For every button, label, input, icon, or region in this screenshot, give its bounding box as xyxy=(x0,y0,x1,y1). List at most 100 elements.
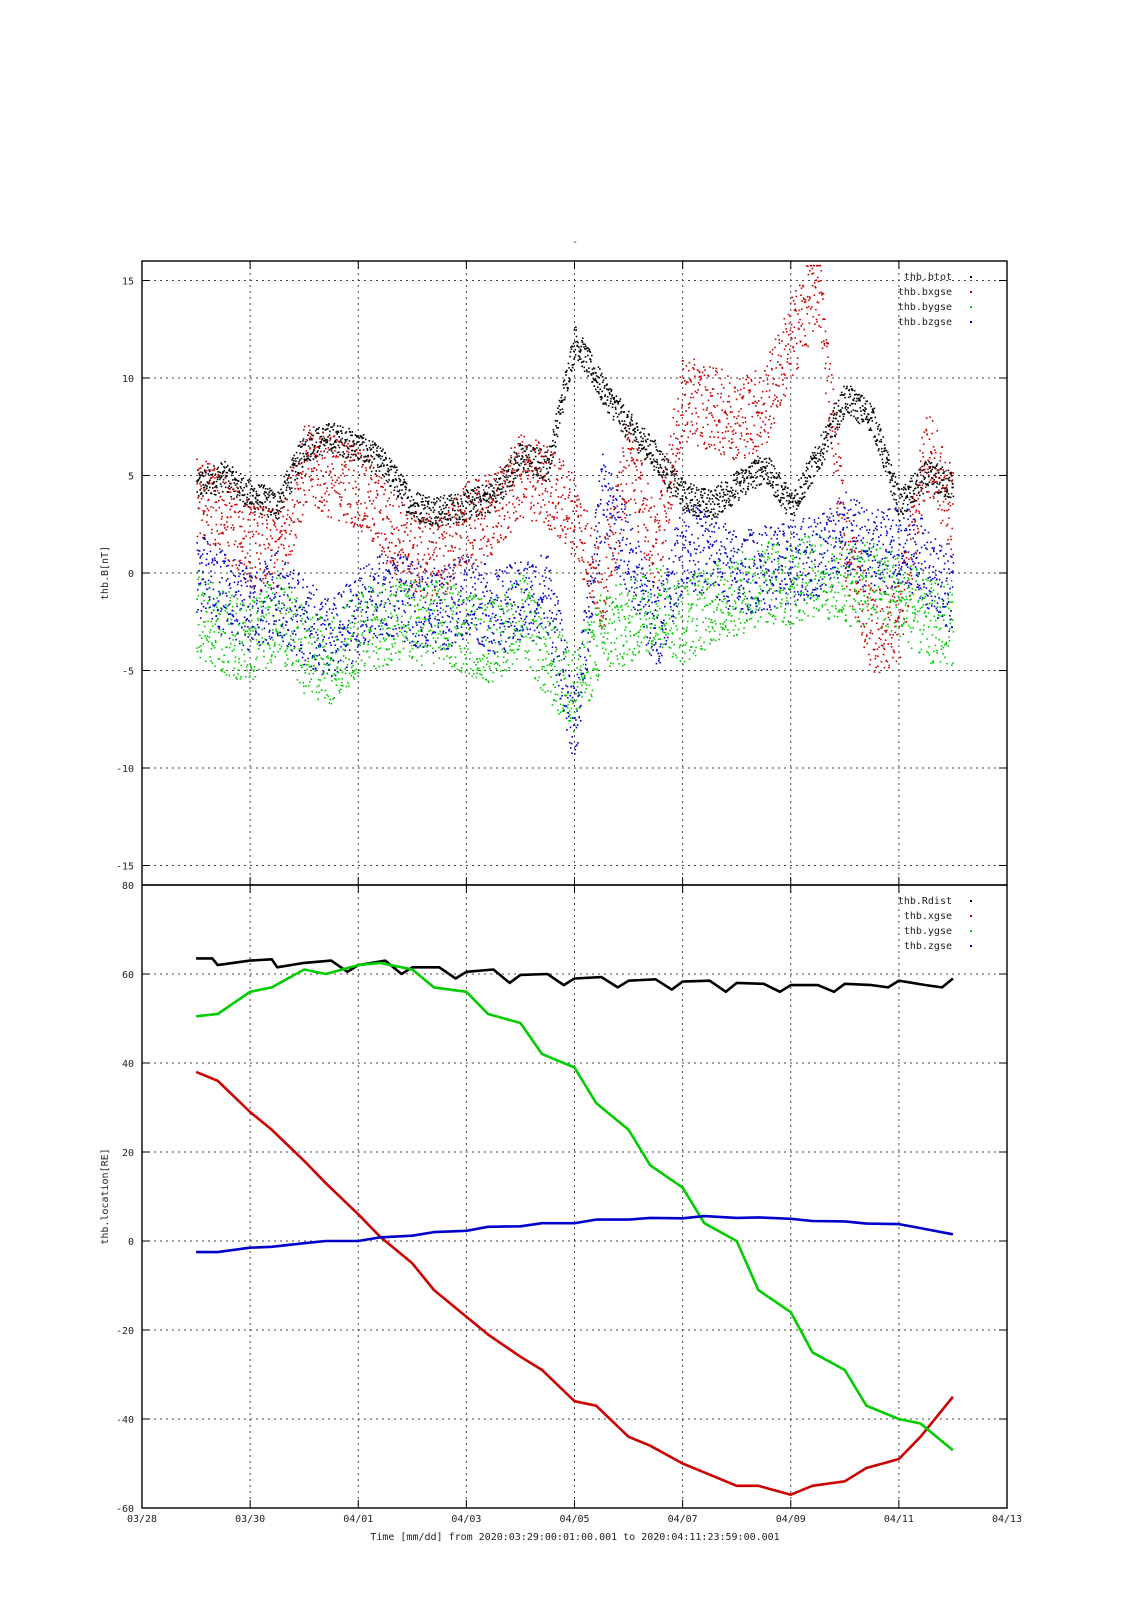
data-point xyxy=(815,447,817,449)
data-point xyxy=(899,489,901,491)
data-point xyxy=(298,461,300,463)
data-point xyxy=(229,471,231,473)
data-point xyxy=(266,538,268,540)
data-point xyxy=(342,451,344,453)
data-point xyxy=(466,554,468,556)
data-point xyxy=(760,467,762,469)
data-point xyxy=(696,499,698,501)
data-point xyxy=(870,406,872,408)
data-point xyxy=(766,442,768,444)
data-point xyxy=(433,532,435,534)
data-point xyxy=(884,444,886,446)
data-point xyxy=(673,484,675,486)
data-point xyxy=(428,514,430,516)
data-point xyxy=(791,495,793,497)
data-point xyxy=(257,525,259,527)
data-point xyxy=(468,561,470,563)
data-point xyxy=(695,408,697,410)
data-point xyxy=(286,518,288,520)
data-point xyxy=(423,571,425,573)
data-point xyxy=(236,483,238,485)
data-point xyxy=(265,548,267,550)
data-point xyxy=(827,380,829,382)
data-point xyxy=(526,456,528,458)
data-point xyxy=(369,440,371,442)
data-point xyxy=(716,424,718,426)
data-point xyxy=(301,477,303,479)
data-point xyxy=(612,403,614,405)
data-point xyxy=(683,509,685,511)
data-point xyxy=(580,515,582,517)
data-point xyxy=(461,503,463,505)
data-point xyxy=(399,540,401,542)
data-point xyxy=(565,374,567,376)
data-point xyxy=(826,451,828,453)
data-point xyxy=(474,540,476,542)
data-point xyxy=(443,518,445,520)
data-point xyxy=(255,542,257,544)
data-point xyxy=(264,491,266,493)
data-point xyxy=(441,517,443,519)
data-point xyxy=(387,517,389,519)
data-point xyxy=(465,493,467,495)
data-point xyxy=(879,588,881,590)
data-point xyxy=(758,435,760,437)
data-point xyxy=(780,356,782,358)
data-point xyxy=(936,483,938,485)
data-point xyxy=(617,484,619,486)
data-point xyxy=(468,495,470,497)
data-point xyxy=(880,429,882,431)
data-point xyxy=(641,444,643,446)
data-point xyxy=(233,491,235,493)
data-point xyxy=(719,419,721,421)
data-point xyxy=(771,460,773,462)
data-point xyxy=(461,501,463,503)
data-point xyxy=(295,458,297,460)
data-point xyxy=(639,512,641,514)
data-point xyxy=(812,268,814,270)
data-point xyxy=(662,477,664,479)
data-point xyxy=(760,427,762,429)
data-point xyxy=(468,498,470,500)
data-point xyxy=(216,524,218,526)
data-point xyxy=(688,407,690,409)
data-point xyxy=(353,526,355,528)
data-point xyxy=(760,475,762,477)
data-point xyxy=(605,612,607,614)
data-point xyxy=(751,416,753,418)
data-point xyxy=(745,421,747,423)
data-point xyxy=(322,432,324,434)
data-point xyxy=(521,481,523,483)
data-point xyxy=(784,395,786,397)
data-point xyxy=(747,376,749,378)
data-point xyxy=(693,506,695,508)
data-point xyxy=(235,471,237,473)
data-point xyxy=(793,506,795,508)
data-point xyxy=(224,483,226,485)
data-point xyxy=(872,410,874,412)
data-point xyxy=(499,515,501,517)
data-point xyxy=(394,465,396,467)
data-point xyxy=(748,483,750,485)
data-point xyxy=(311,486,313,488)
data-point xyxy=(646,555,648,557)
data-point xyxy=(323,483,325,485)
data-point xyxy=(900,657,902,659)
data-point xyxy=(258,485,260,487)
data-point xyxy=(475,479,477,481)
data-point xyxy=(259,516,261,518)
data-point xyxy=(300,441,302,443)
data-point xyxy=(378,482,380,484)
data-point xyxy=(880,439,882,441)
data-point xyxy=(804,496,806,498)
data-point xyxy=(541,483,543,485)
data-point xyxy=(453,567,455,569)
data-point xyxy=(500,492,502,494)
data-point xyxy=(320,501,322,503)
data-point xyxy=(821,294,823,296)
data-point xyxy=(779,343,781,345)
data-point xyxy=(425,526,427,528)
data-point xyxy=(434,589,436,591)
data-point xyxy=(548,501,550,503)
data-point xyxy=(569,492,571,494)
